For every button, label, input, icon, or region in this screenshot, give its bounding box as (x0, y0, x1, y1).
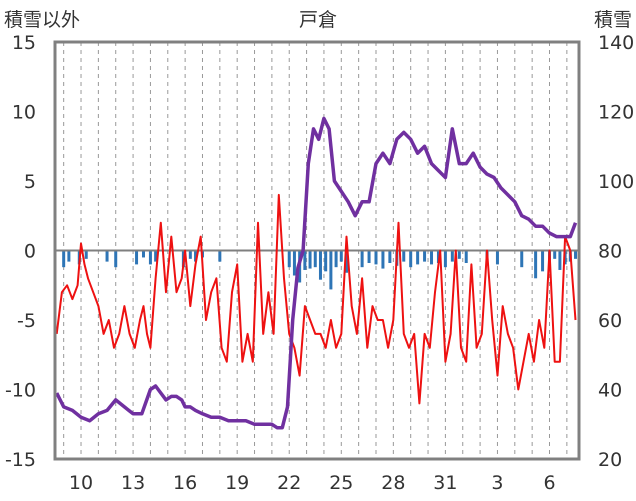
precipitation-bar (381, 250, 385, 269)
left-tick-label: -10 (5, 380, 36, 402)
left-tick-label: 5 (24, 171, 36, 193)
x-tick-label: 13 (121, 472, 145, 494)
precipitation-bar (148, 250, 152, 265)
x-tick-label: 31 (433, 472, 457, 494)
precipitation-bar (188, 250, 192, 259)
precipitation-bar (443, 250, 447, 268)
precipitation-bar (84, 250, 88, 259)
precipitation-bar (409, 250, 413, 268)
left-tick-label: 0 (24, 241, 36, 263)
precipitation-bar (450, 250, 454, 262)
right-tick-label: 60 (598, 310, 622, 332)
left-axis-label: 積雪以外 (4, 9, 80, 31)
x-tick-label: 22 (277, 472, 301, 494)
precipitation-bar (464, 250, 468, 264)
x-tick-label: 6 (543, 472, 555, 494)
precipitation-bar (334, 250, 338, 268)
precipitation-bar (367, 250, 371, 264)
precipitation-bar (303, 250, 307, 270)
precipitation-bar (558, 250, 562, 270)
precipitation-bars (62, 250, 578, 290)
precipitation-bar (114, 250, 118, 268)
precipitation-bar (360, 250, 364, 268)
precipitation-bar (541, 250, 545, 272)
precipitation-bar (324, 250, 328, 272)
precipitation-bar (318, 250, 322, 280)
precipitation-bar (553, 250, 557, 259)
precipitation-bar (194, 250, 198, 262)
precipitation-bar (292, 250, 296, 276)
precipitation-bar (218, 250, 222, 262)
precipitation-bar (339, 250, 343, 262)
precipitation-bar (105, 250, 109, 262)
precipitation-bar (374, 250, 378, 265)
precipitation-bar (62, 250, 66, 268)
right-tick-label: 100 (598, 171, 634, 193)
series-layer (55, 116, 578, 430)
right-tick-label: 120 (598, 102, 634, 124)
precipitation-bar (416, 250, 420, 265)
left-tick-label: 10 (12, 102, 36, 124)
x-tick-label: 19 (225, 472, 249, 494)
precipitation-bar (287, 250, 291, 268)
precipitation-bar (457, 250, 461, 259)
chart-title: 戸倉 (299, 9, 337, 31)
precipitation-bar (495, 250, 499, 265)
precipitation-bar (534, 250, 538, 279)
x-tick-label: 16 (173, 472, 197, 494)
precipitation-bar (423, 250, 427, 262)
left-tick-label: 15 (12, 32, 36, 54)
plot-frame (53, 40, 581, 461)
precipitation-bar (135, 250, 139, 265)
precipitation-bar (313, 250, 317, 268)
temperature-line (55, 193, 577, 405)
left-tick-label: -5 (17, 310, 36, 332)
right-tick-label: 40 (598, 380, 622, 402)
precipitation-bar (154, 250, 158, 262)
right-tick-label: 80 (598, 241, 622, 263)
right-tick-label: 140 (598, 32, 634, 54)
precipitation-bar (344, 250, 348, 273)
precipitation-bar (308, 250, 312, 269)
x-tick-label: 28 (381, 472, 405, 494)
tick-labels: 15 10 5 0 -5 -10 -15 140 120 100 80 60 40 20 10 13 16 19 2… (5, 32, 634, 494)
x-tick-label: 25 (329, 472, 353, 494)
precipitation-bar (141, 250, 145, 258)
precipitation-bar (430, 250, 434, 265)
left-tick-label: -15 (5, 449, 36, 471)
precipitation-bar (329, 250, 333, 290)
precipitation-bar (67, 250, 71, 262)
snow-depth-line (55, 116, 578, 430)
precipitation-bar (402, 250, 406, 262)
x-tick-label: 10 (69, 472, 93, 494)
x-tick-label: 3 (491, 472, 503, 494)
right-axis-label: 積雪 (594, 9, 632, 31)
precipitation-bar (574, 250, 578, 259)
precipitation-bar (388, 250, 392, 264)
precipitation-bar (520, 250, 524, 268)
right-tick-label: 20 (598, 449, 622, 471)
